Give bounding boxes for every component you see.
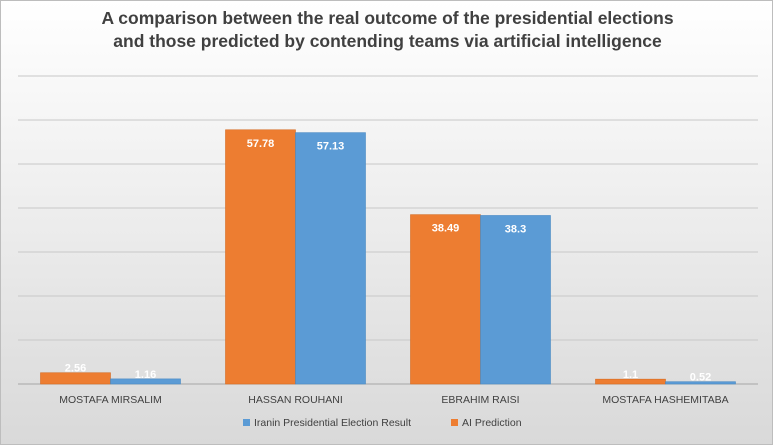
- gridlines: [18, 75, 758, 385]
- data-labels: 2.56 1.16 57.78 57.13 38.49 38.3 1.1 0.52: [65, 138, 711, 384]
- data-label: 2.56: [65, 363, 86, 375]
- chart-title: A comparison between the real outcome of…: [1, 7, 773, 53]
- category-labels: MOSTAFA MIRSALIM HASSAN ROUHANI EBRAHIM RA…: [59, 394, 728, 406]
- bar: [665, 381, 736, 385]
- legend-label: Iranin Presidential Election Result: [254, 417, 411, 429]
- category-label: MOSTAFA MIRSALIM: [59, 394, 162, 406]
- legend-swatch: [243, 419, 250, 426]
- bar: [480, 215, 551, 385]
- legend-swatch: [451, 419, 458, 426]
- data-label: 57.78: [247, 138, 275, 150]
- data-label: 57.13: [317, 141, 345, 153]
- bar: [110, 378, 181, 385]
- data-label: 0.52: [690, 372, 711, 384]
- chart-title-line-2: and those predicted by contending teams …: [113, 31, 662, 51]
- data-label: 38.3: [505, 223, 526, 235]
- category-label: HASSAN ROUHANI: [248, 394, 343, 406]
- legend-label: AI Prediction: [462, 417, 522, 429]
- legend: Iranin Presidential Election Result AI Pr…: [243, 417, 522, 429]
- data-label: 1.16: [135, 369, 156, 381]
- category-label: EBRAHIM RAISI: [441, 394, 519, 406]
- bar: [410, 214, 481, 385]
- data-label: 1.1: [623, 369, 638, 381]
- bar: [40, 372, 111, 385]
- chart-title-line-1: A comparison between the real outcome of…: [101, 8, 674, 28]
- category-label: MOSTAFA HASHEMITABA: [602, 394, 728, 406]
- data-label: 38.49: [432, 223, 460, 235]
- bar: [295, 132, 366, 385]
- bar: [225, 129, 296, 385]
- bars: [40, 129, 736, 385]
